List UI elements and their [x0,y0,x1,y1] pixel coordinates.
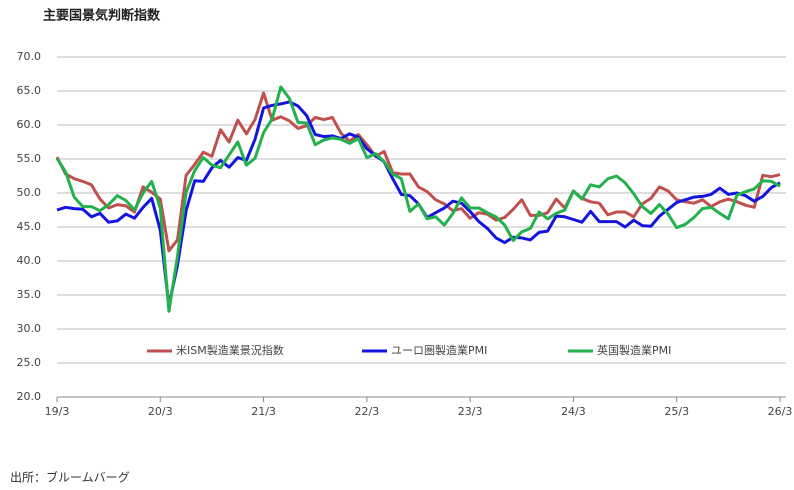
x-tick-label: 23/3 [458,405,483,418]
x-tick-label: 19/3 [45,405,70,418]
legend-label: ユーロ圏製造業PMI [391,343,487,357]
source: 出所：ブルームバーグ [10,470,130,485]
y-tick-label: 55.0 [17,152,42,165]
y-tick-label: 50.0 [17,186,42,199]
x-tick-label: 24/3 [561,405,586,418]
x-tick-label: 22/3 [355,405,380,418]
y-tick-label: 40.0 [17,254,42,267]
y-tick-label: 70.0 [17,50,42,63]
y-tick-label: 25.0 [17,356,42,369]
y-tick-label: 20.0 [17,390,42,403]
series-line [55,85,781,313]
legend-label: 米ISM製造業景況指数 [176,343,284,357]
y-tick-label: 60.0 [17,118,42,131]
y-tick-label: 35.0 [17,288,42,301]
x-tick-label: 21/3 [251,405,276,418]
y-tick-label: 30.0 [17,322,42,335]
x-tick-label: 25/3 [664,405,689,418]
x-tick-label: 20/3 [148,405,173,418]
x-tick-label: 26/3 [768,405,793,418]
y-tick-label: 65.0 [17,84,42,97]
legend-label: 英国製造業PMI [597,343,671,357]
y-tick-label: 45.0 [17,220,42,233]
series-line [55,91,781,253]
chart-title: 主要国景気判断指数 [43,8,161,24]
